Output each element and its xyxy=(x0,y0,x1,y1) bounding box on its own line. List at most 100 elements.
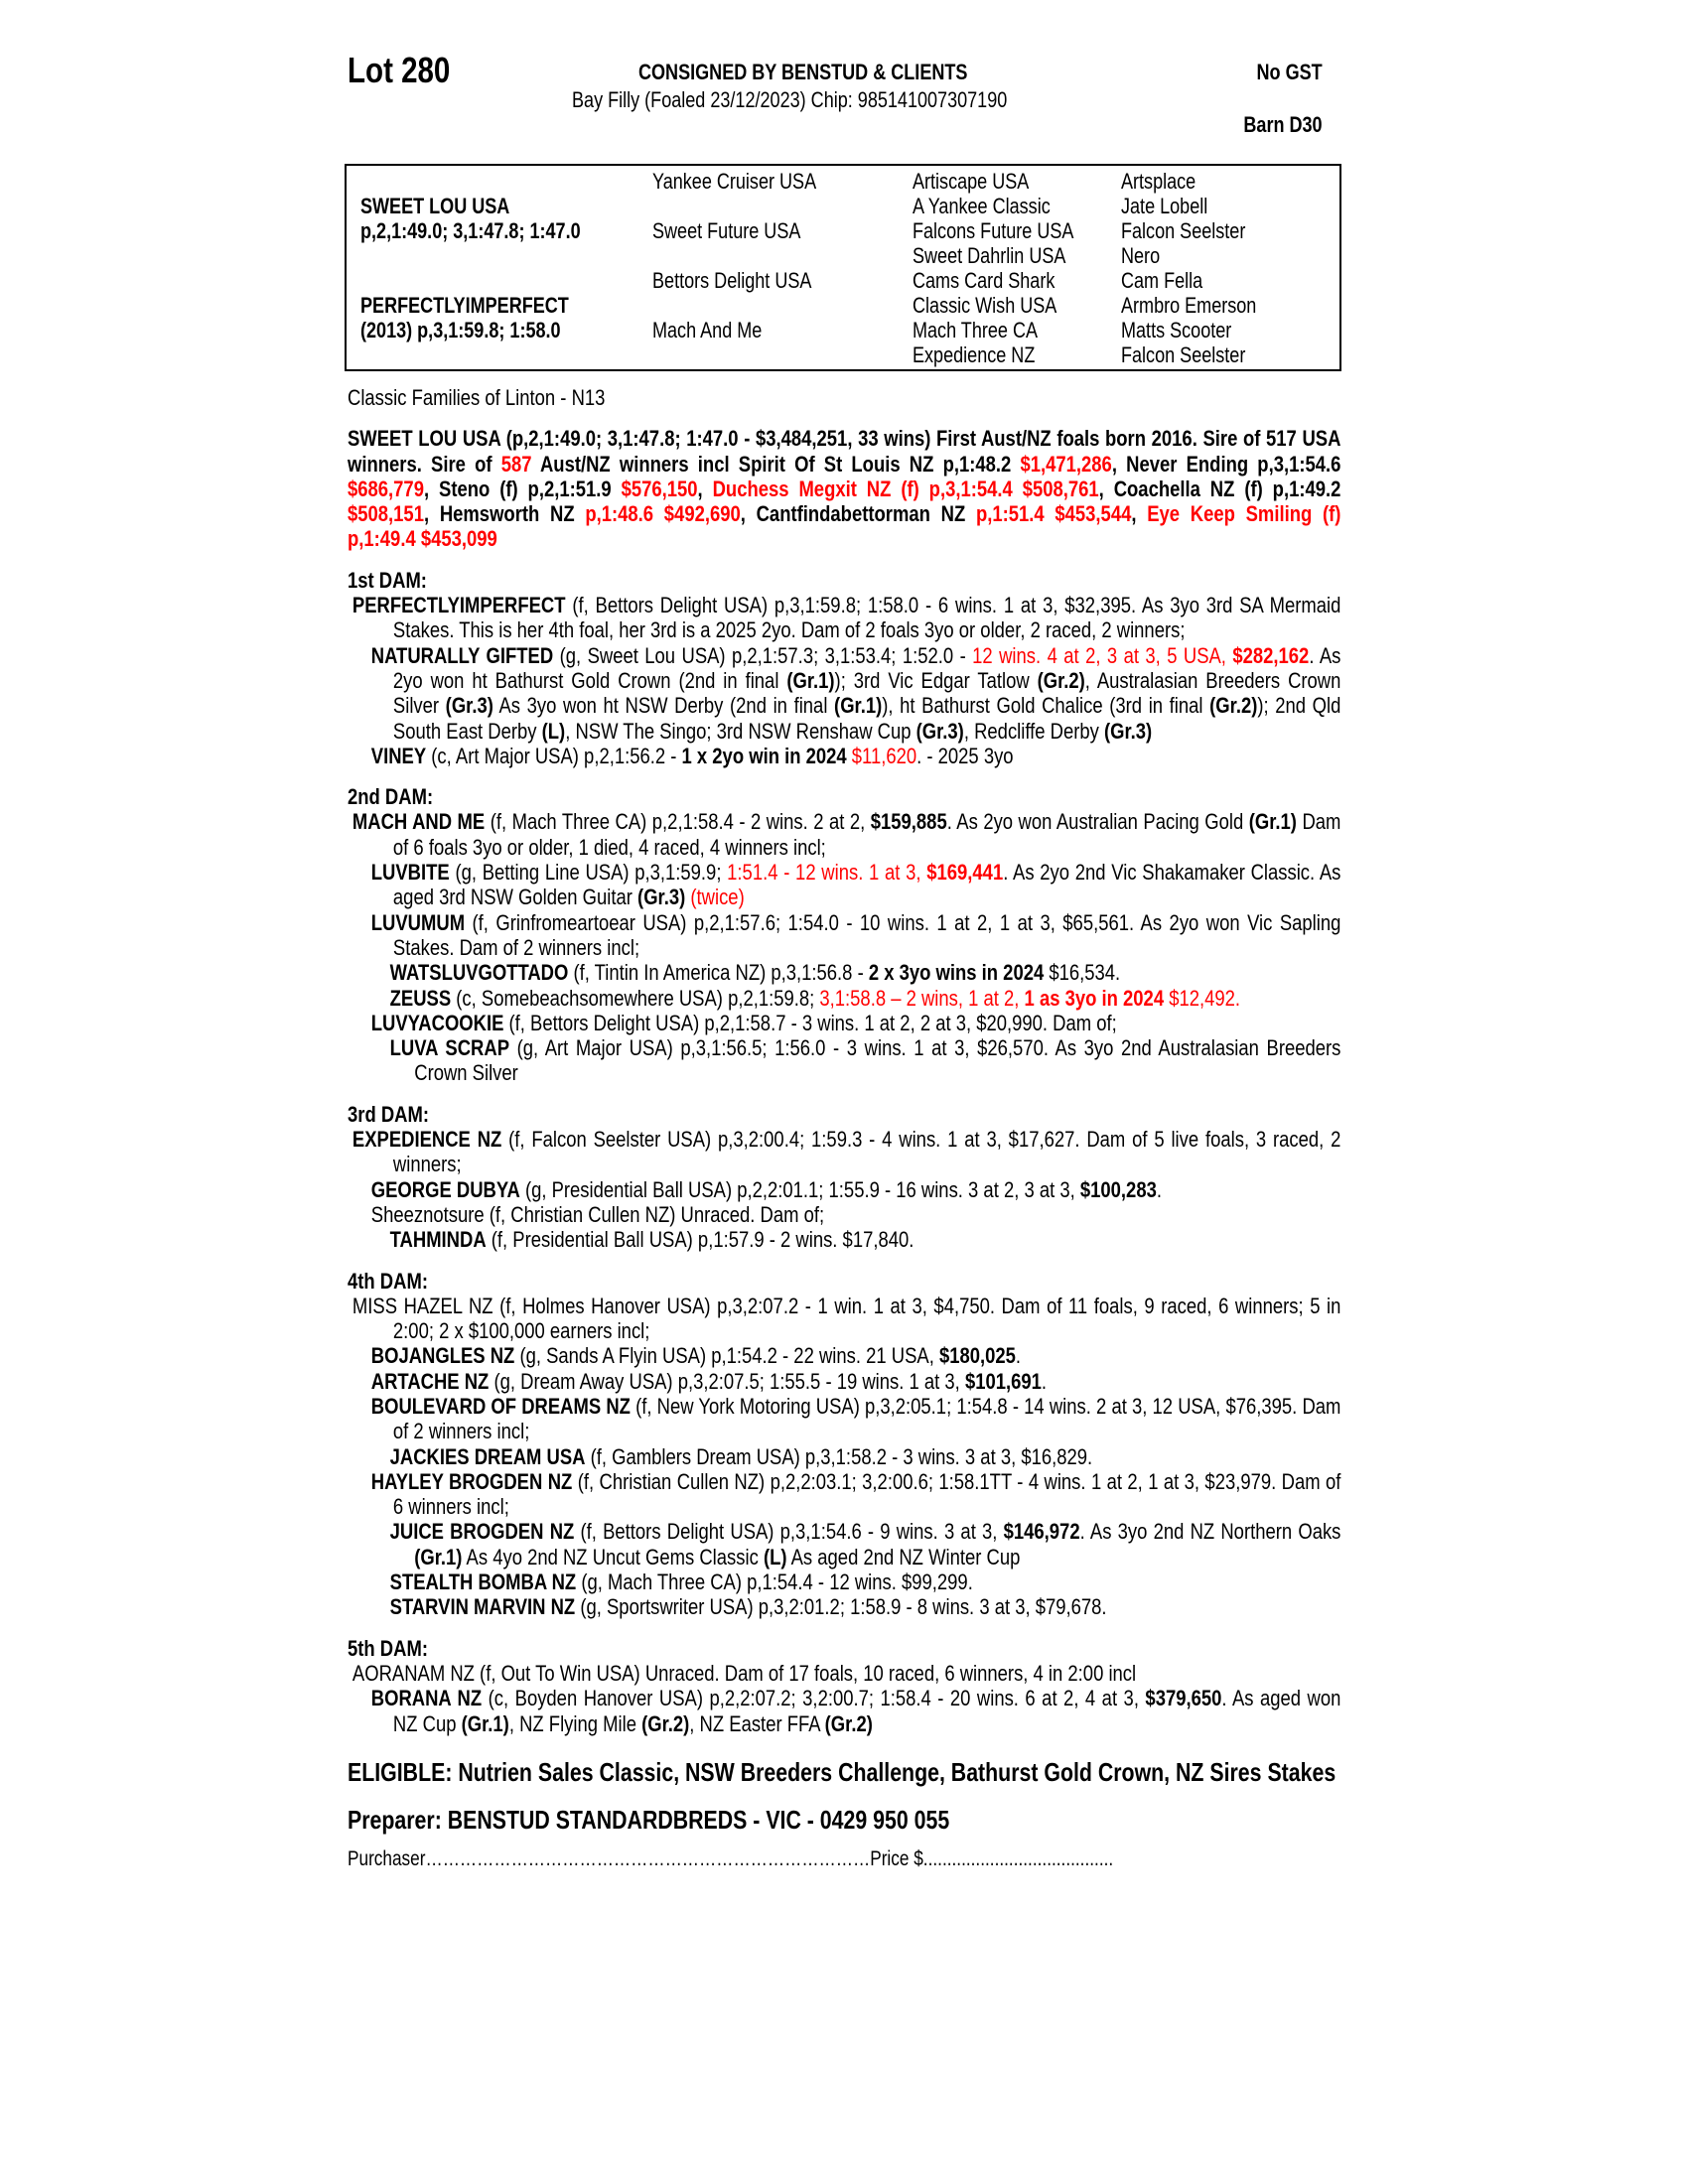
bold-text: (Gr.1) xyxy=(461,1710,509,1736)
pedigree-entry: NATURALLY GIFTED (g, Sweet Lou USA) p,2,… xyxy=(348,642,1341,744)
bold-text: (Gr.2) xyxy=(1037,667,1085,693)
pedigree-cell-col3: Sweet Dahrlin USA xyxy=(913,243,1066,268)
dam-heading: 2nd DAM: xyxy=(348,784,1340,809)
text: (g, Dream Away USA) p,3,2:07.5; 1:55.5 -… xyxy=(489,1368,965,1394)
pedigree-entry: STEALTH BOMBA NZ (g, Mach Three CA) p,1:… xyxy=(348,1570,1340,1594)
bold-text: (Gr.2) xyxy=(641,1710,690,1736)
text: . As 2yo won Australian Pacing Gold xyxy=(946,809,1249,835)
pedigree-entry: STARVIN MARVIN NZ (g, Sportswriter USA) … xyxy=(348,1594,1340,1619)
pedigree-cell-col2: Sweet Future USA xyxy=(652,218,801,243)
pedigree-entry: EXPEDIENCE NZ (f, Falcon Seelster USA) p… xyxy=(348,1127,1340,1177)
bold-text: 4th DAM: xyxy=(348,1268,428,1294)
highlight-text: p,1:51.4 $453,544 xyxy=(975,501,1132,527)
pedigree-cell-col1: p,2,1:49.0; 3,1:47.8; 1:47.0 xyxy=(360,218,581,243)
highlight-text: $576,150 xyxy=(621,476,698,501)
highlight-text: 3,1:58.8 – 2 wins, 1 at 2, xyxy=(819,985,1025,1011)
text: (f, Presidential Ball USA) p,1:57.9 - 2 … xyxy=(486,1227,914,1253)
text: (f, New York Motoring USA) p,3,2:05.1; 1… xyxy=(392,1393,1341,1444)
bold-text: (Gr.1) xyxy=(414,1544,463,1570)
highlight-text: 1 as 3yo in 2024 xyxy=(1024,985,1165,1011)
highlight-text: p,1:48.6 $492,690 xyxy=(585,501,741,527)
bold-text: EXPEDIENCE NZ xyxy=(352,1127,502,1153)
bold-text: LUVUMUM xyxy=(370,909,466,935)
bold-text: $101,691 xyxy=(964,1368,1042,1394)
bold-text: SWEET LOU USA (p,2,1:49.0; 3,1:47.8; 1:4… xyxy=(348,426,1341,477)
pedigree-cell-col1: SWEET LOU USA xyxy=(360,194,510,218)
pedigree-entry: BOJANGLES NZ (g, Sands A Flyin USA) p,1:… xyxy=(348,1343,1340,1368)
highlight-text: 1:51.4 - 12 wins. 1 at 3, xyxy=(727,860,927,886)
bold-text: , xyxy=(697,476,713,501)
bold-text: LUVYACOOKIE xyxy=(370,1010,504,1035)
pedigree-cell-col2: Yankee Cruiser USA xyxy=(652,169,817,194)
price-label: Price $ xyxy=(870,1847,923,1871)
bold-text: Aust/NZ winners incl Spirit Of St Louis … xyxy=(531,451,1021,477)
pedigree-cell-col1: (2013) p,3,1:59.8; 1:58.0 xyxy=(360,318,561,342)
dam-heading: 3rd DAM: xyxy=(348,1102,1340,1127)
bold-text: PERFECTLYIMPERFECT xyxy=(352,593,566,618)
text: (c, Art Major USA) p,2,1:56.2 - xyxy=(426,743,682,768)
text: (f, Falcon Seelster USA) p,3,2:00.4; 1:5… xyxy=(392,1127,1341,1177)
bold-text: $379,650 xyxy=(1145,1686,1222,1711)
pedigree-entry: ARTACHE NZ (g, Dream Away USA) p,3,2:07.… xyxy=(348,1369,1340,1394)
pedigree-cell-col3: Cams Card Shark xyxy=(913,268,1055,293)
highlight-text: $508,151 xyxy=(348,501,424,527)
text: . As 3yo 2nd NZ Northern Oaks xyxy=(1079,1519,1341,1545)
pedigree-entry: ZEUSS (c, Somebeachsomewhere USA) p,2,1:… xyxy=(348,986,1340,1011)
bold-text: (Gr.2) xyxy=(1209,693,1258,719)
highlight-text: $686,779 xyxy=(348,476,424,501)
text: (g, Art Major USA) p,3,1:56.5; 1:56.0 - … xyxy=(414,1035,1341,1086)
bold-text: ZEUSS xyxy=(389,985,452,1011)
bold-text: $146,972 xyxy=(1003,1519,1080,1545)
pedigree-entry: MACH AND ME (f, Mach Three CA) p,2,1:58.… xyxy=(348,809,1340,860)
bold-text: GEORGE DUBYA xyxy=(370,1176,520,1202)
text: (c, Boyden Hanover USA) p,2,2:07.2; 3,2:… xyxy=(482,1686,1146,1711)
bold-text: BOJANGLES NZ xyxy=(370,1343,515,1369)
text: (g, Sweet Lou USA) p,2,1:57.3; 3,1:53.4;… xyxy=(553,642,973,668)
purchaser-label: Purchaser xyxy=(348,1847,426,1871)
pedigree-cell-col3: Classic Wish USA xyxy=(913,293,1057,318)
lot-number: Lot 280 xyxy=(348,50,451,90)
pedigree-cell-col1: PERFECTLYIMPERFECT xyxy=(360,293,569,318)
pedigree-cell-col4: Falcon Seelster xyxy=(1121,342,1246,367)
text: , NZ Easter FFA xyxy=(689,1710,825,1736)
bold-text: , Never Ending p,3,1:54.6 xyxy=(1111,451,1341,477)
pedigree-cell-col4: Jate Lobell xyxy=(1121,194,1208,218)
text: (f, Bettors Delight USA) p,3,1:54.6 - 9 … xyxy=(574,1519,1004,1545)
text: (f, Christian Cullen NZ) p,2,2:03.1; 3,2… xyxy=(392,1468,1341,1520)
text: (c, Somebeachsomewhere USA) p,2,1:59.8; xyxy=(451,985,820,1011)
highlight-text: Eye Keep Smiling (f) p,1:49.4 $453,099 xyxy=(348,501,1341,552)
preparer: Preparer: BENSTUD STANDARDBREDS - VIC - … xyxy=(348,1804,950,1835)
pedigree-entry: LUVBITE (g, Betting Line USA) p,3,1:59.9… xyxy=(348,860,1341,910)
horse-description: Bay Filly (Foaled 23/12/2023) Chip: 9851… xyxy=(572,87,1008,112)
text: Sheeznotsure (f, Christian Cullen NZ) Un… xyxy=(370,1201,825,1227)
bold-text: 2 x 3yo wins in 2024 xyxy=(868,960,1045,986)
pedigree-entry: LUVA SCRAP (g, Art Major USA) p,3,1:56.5… xyxy=(348,1035,1341,1086)
purchaser-field[interactable]: …………………………………………………………………… xyxy=(425,1847,871,1871)
pedigree-entry: JACKIES DREAM USA (f, Gamblers Dream USA… xyxy=(348,1444,1340,1469)
pedigree-entry: BOULEVARD OF DREAMS NZ (f, New York Moto… xyxy=(348,1393,1341,1444)
bold-text: (L) xyxy=(763,1544,787,1570)
pedigree-cell-col4: Artsplace xyxy=(1121,169,1196,194)
bold-text: $100,283 xyxy=(1079,1176,1157,1202)
price-field[interactable]: ........................................ xyxy=(922,1847,1114,1871)
pedigree-entry: AORANAM NZ (f, Out To Win USA) Unraced. … xyxy=(348,1661,1340,1686)
purchase-line: Purchaser……………………………………………………………………Price… xyxy=(348,1846,1340,1871)
bold-text: TAHMINDA xyxy=(389,1227,487,1253)
bold-text: (Gr.3) xyxy=(637,885,686,910)
pedigree-cell-col3: Falcons Future USA xyxy=(913,218,1074,243)
bold-text: , Hemsworth NZ xyxy=(423,501,586,527)
bold-text: WATSLUVGOTTADO xyxy=(389,960,569,986)
text: (g, Mach Three CA) p,1:54.4 - 12 wins. $… xyxy=(576,1570,973,1595)
dam-heading: 4th DAM: xyxy=(348,1269,1340,1294)
text: (f, Bettors Delight USA) p,3,1:59.8; 1:5… xyxy=(392,593,1341,643)
bold-text: $180,025 xyxy=(938,1343,1016,1369)
bold-text: BORANA NZ xyxy=(370,1686,483,1711)
consignor: CONSIGNED BY BENSTUD & CLIENTS xyxy=(638,60,968,84)
pedigree-entry: BORANA NZ (c, Boyden Hanover USA) p,2,2:… xyxy=(348,1686,1341,1736)
sire-summary: SWEET LOU USA (p,2,1:49.0; 3,1:47.8; 1:4… xyxy=(348,426,1340,551)
pedigree-cell-col2: Bettors Delight USA xyxy=(652,268,812,293)
highlight-text: Duchess Megxit NZ (f) p,3,1:54.4 $508,76… xyxy=(712,476,1099,501)
highlight-text: $169,441 xyxy=(926,860,1004,886)
text: (f, Bettors Delight USA) p,2,1:58.7 - 3 … xyxy=(503,1010,1117,1035)
pedigree-entry: HAYLEY BROGDEN NZ (f, Christian Cullen N… xyxy=(348,1468,1341,1520)
